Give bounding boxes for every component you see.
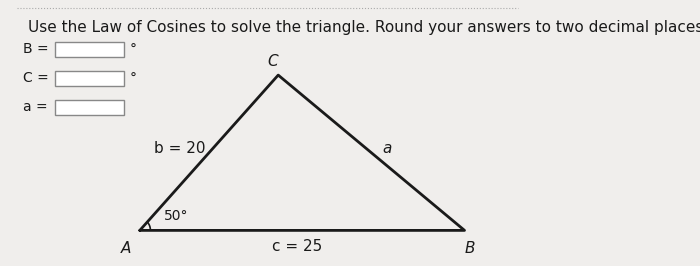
- Text: °: °: [130, 42, 136, 56]
- Text: 50°: 50°: [164, 209, 188, 223]
- Text: a =: a =: [22, 100, 48, 114]
- Text: °: °: [130, 71, 136, 85]
- FancyBboxPatch shape: [55, 42, 124, 57]
- FancyBboxPatch shape: [55, 71, 124, 86]
- Text: a: a: [383, 141, 392, 156]
- Text: B =: B =: [22, 42, 48, 56]
- Text: A: A: [121, 241, 132, 256]
- FancyBboxPatch shape: [55, 100, 124, 115]
- Text: c = 25: c = 25: [272, 239, 322, 254]
- Text: Use the Law of Cosines to solve the triangle. Round your answers to two decimal : Use the Law of Cosines to solve the tria…: [28, 20, 700, 35]
- Text: C =: C =: [22, 71, 48, 85]
- Text: C: C: [267, 55, 278, 69]
- Text: b = 20: b = 20: [154, 141, 206, 156]
- Text: B: B: [465, 241, 475, 256]
